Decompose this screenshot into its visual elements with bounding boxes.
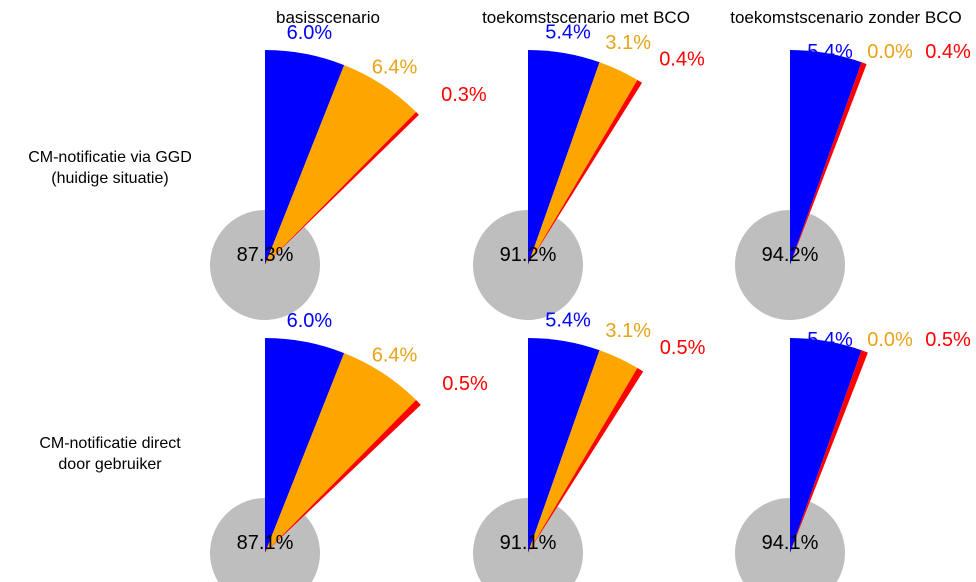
slice-red	[790, 62, 867, 266]
slice-orange	[528, 350, 638, 553]
slice-red	[790, 350, 868, 553]
slice-label-blue: 5.4%	[545, 309, 591, 331]
charts-layer: 6.0% 6.4% 0.3% 87.3% 5.4% 3.1% 0.4% 91.2% 5.4% 0.…	[210, 21, 971, 582]
column-title-basis: basisscenario	[276, 8, 380, 27]
slice-label-orange: 3.1%	[605, 320, 651, 342]
slice-red	[265, 400, 421, 553]
row-label-direct-line-1: CM-notificatie direct	[39, 435, 181, 452]
slice-label-red: 0.5%	[442, 373, 488, 395]
slice-orange	[528, 62, 638, 266]
slice-label-orange: 3.1%	[605, 32, 651, 54]
slice-label-remainder: 91.2%	[500, 244, 557, 266]
pie-direct-met-bco: 5.4% 3.1% 0.5% 91.1%	[473, 309, 706, 582]
column-title-zonder-bco: toekomstscenario zonder BCO	[730, 8, 962, 27]
slice-label-remainder: 91.1%	[500, 532, 557, 554]
slice-red	[528, 367, 644, 553]
slice-blue	[790, 338, 862, 553]
slice-remainder	[473, 498, 584, 582]
slice-remainder	[735, 210, 846, 320]
slice-label-orange: 6.4%	[372, 57, 418, 79]
pie-ggd-zonder-bco: 5.4% 0.0% 0.4% 94.2%	[735, 41, 971, 320]
slice-label-red: 0.5%	[925, 329, 971, 351]
row-label-direct-line-2: door gebruiker	[58, 456, 162, 473]
slice-label-orange: 6.4%	[372, 345, 418, 367]
column-title-met-bco: toekomstscenario met BCO	[482, 8, 690, 27]
slice-remainder	[472, 210, 583, 320]
slice-label-remainder: 94.2%	[762, 244, 819, 266]
slice-label-blue: 6.0%	[287, 22, 333, 44]
slice-label-remainder: 94.1%	[762, 532, 819, 554]
slice-blue	[528, 338, 600, 553]
slice-label-red: 0.3%	[441, 84, 487, 106]
slice-orange	[265, 65, 417, 265]
slice-red	[265, 112, 419, 266]
slice-label-orange: 0.0%	[867, 41, 913, 63]
slice-blue	[790, 50, 862, 265]
slice-remainder	[734, 498, 845, 582]
slice-label-blue: 5.4%	[545, 21, 591, 43]
slice-orange	[265, 353, 417, 553]
slice-blue	[528, 50, 600, 265]
slice-label-red: 0.4%	[925, 41, 971, 63]
row-labels: CM-notificatie via GGD (huidige situatie…	[28, 149, 192, 473]
slice-label-remainder: 87.3%	[237, 244, 294, 266]
slice-label-orange: 0.0%	[867, 329, 913, 351]
pie-direct-zonder-bco: 5.4% 0.0% 0.5% 94.1%	[734, 329, 971, 582]
pie-ggd-basis: 6.0% 6.4% 0.3% 87.3%	[210, 22, 487, 320]
row-label-ggd-line-1: CM-notificatie via GGD	[28, 149, 192, 166]
slice-remainder	[210, 498, 320, 582]
slice-remainder	[210, 210, 321, 320]
slice-blue	[265, 338, 345, 553]
slice-red	[528, 79, 643, 265]
row-label-ggd-line-2: (huidige situatie)	[51, 170, 168, 187]
slice-label-blue: 5.4%	[807, 41, 853, 63]
slice-label-blue: 6.0%	[287, 310, 333, 332]
slice-label-remainder: 87.1%	[237, 532, 294, 554]
pie-ggd-met-bco: 5.4% 3.1% 0.4% 91.2%	[472, 21, 705, 320]
slice-label-red: 0.5%	[660, 337, 706, 359]
pie-direct-basis: 6.0% 6.4% 0.5% 87.1%	[210, 310, 488, 582]
slice-blue	[265, 50, 345, 265]
slice-label-red: 0.4%	[659, 49, 705, 71]
slice-label-blue: 5.4%	[807, 329, 853, 351]
column-titles: basisscenario toekomstscenario met BCO t…	[276, 8, 962, 27]
